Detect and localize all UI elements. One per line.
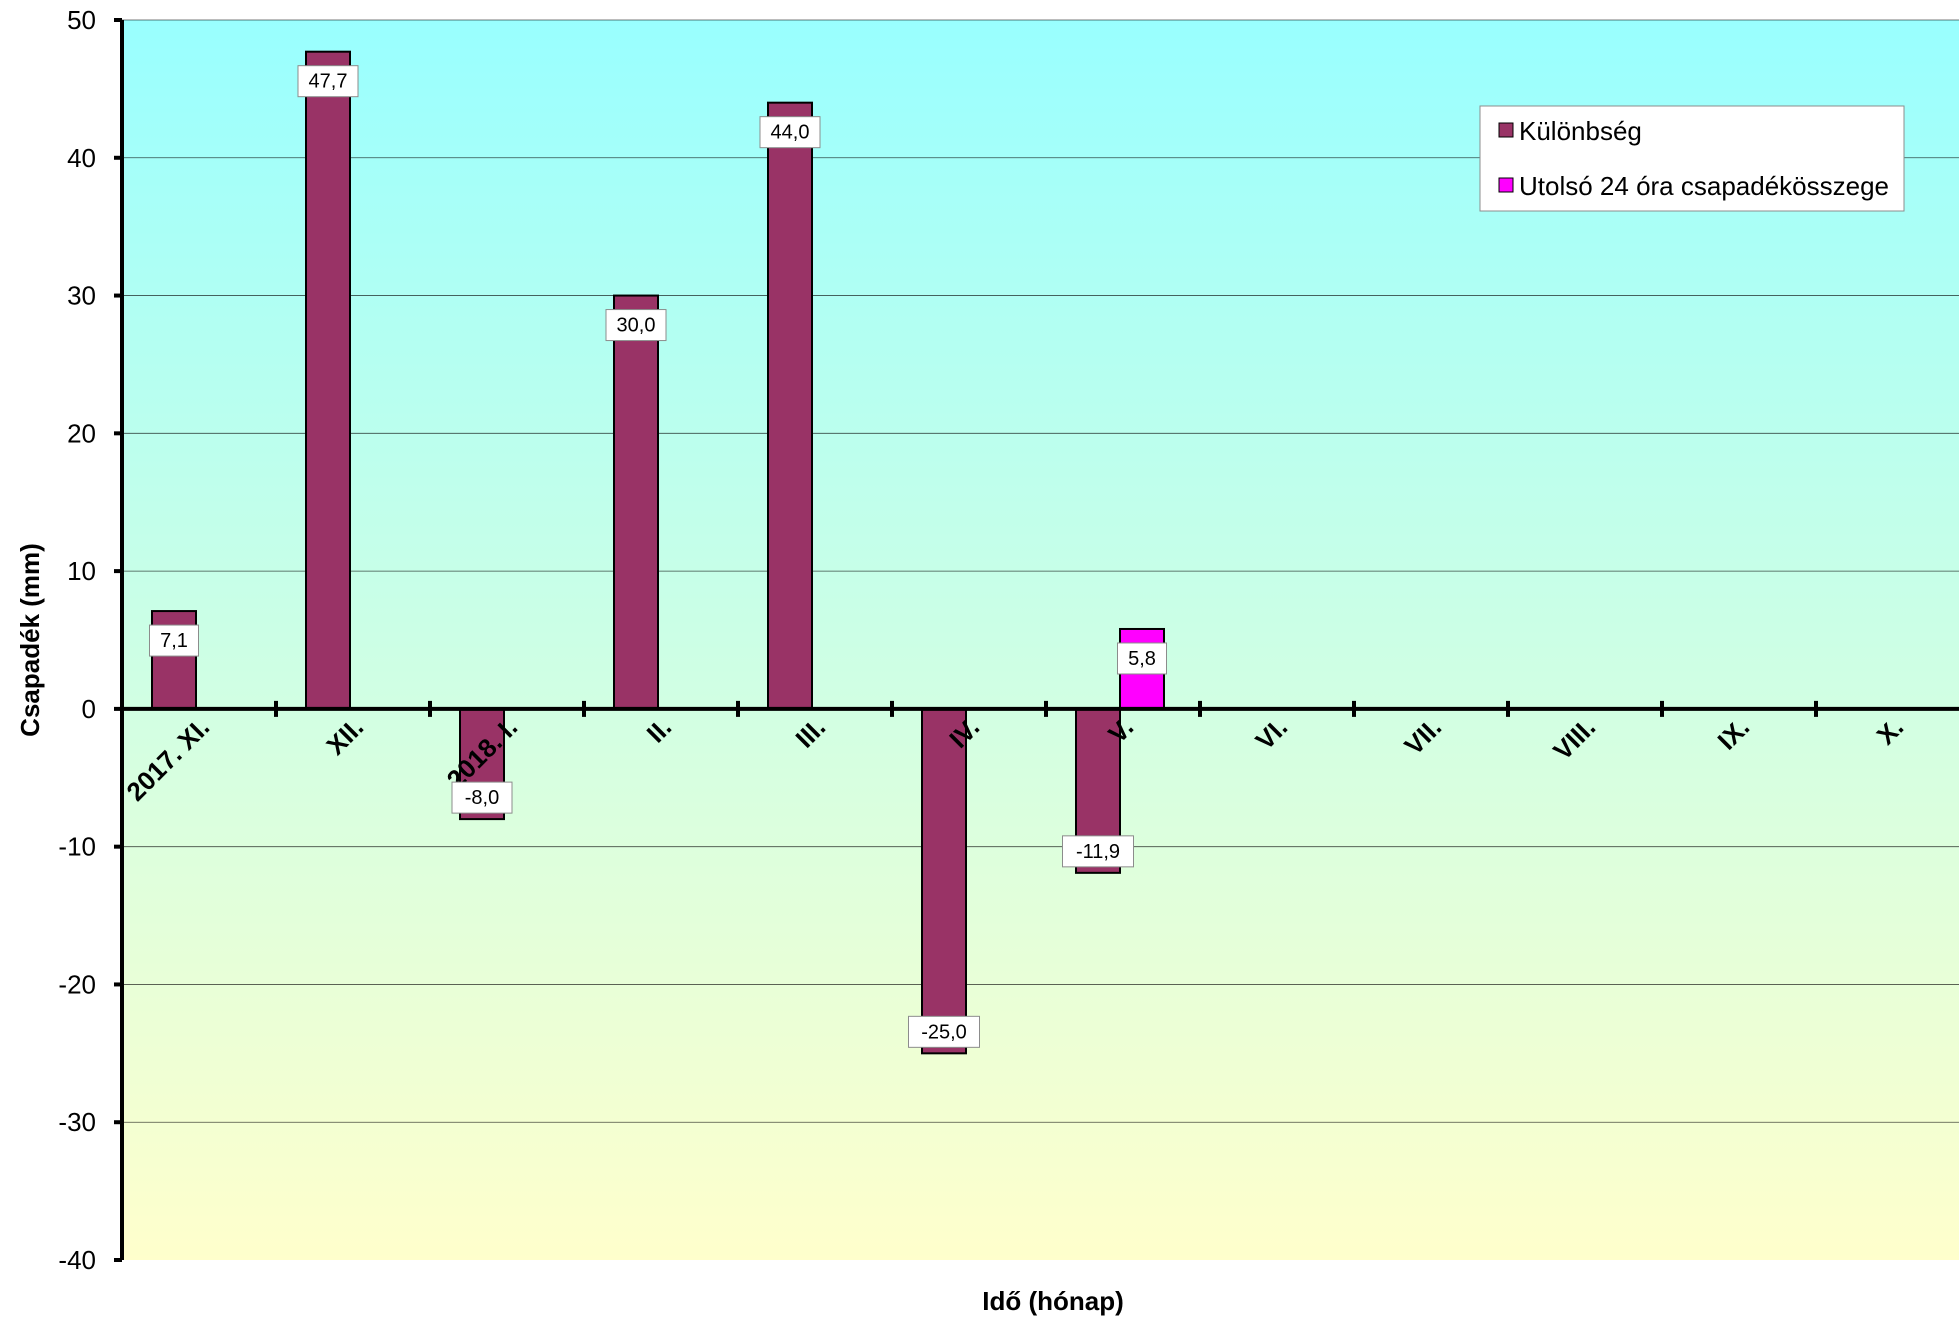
bar	[613, 294, 659, 710]
legend-label-kulonbseg: Különbség	[1519, 116, 1642, 146]
data-label-box	[759, 116, 821, 149]
data-label-box	[1062, 835, 1134, 868]
y-tick-label: 0	[82, 694, 96, 724]
data-label: 44,0	[759, 116, 821, 149]
data-label-box	[451, 781, 513, 814]
axes	[114, 18, 1959, 1262]
data-label-text: -11,9	[1076, 841, 1120, 863]
legend-swatch-kulonbseg	[1498, 122, 1514, 138]
data-label-box	[149, 624, 199, 657]
y-tick-label: 50	[67, 5, 96, 35]
data-label-text: -8,0	[465, 787, 499, 809]
legend: Különbség Utolsó 24 óra csapadékösszege	[1479, 105, 1905, 212]
y-tick-label: -20	[58, 969, 96, 999]
data-label: -8,0	[451, 781, 513, 814]
data-label-text: 47,7	[309, 71, 348, 93]
data-label: -25,0	[908, 1015, 980, 1048]
y-tick-label: -40	[58, 1245, 96, 1275]
data-label-box	[908, 1015, 980, 1048]
y-tick-label: 10	[67, 556, 96, 586]
data-label-box	[297, 65, 359, 98]
bar	[305, 50, 351, 710]
y-axis-title: Csapadék (mm)	[15, 543, 45, 737]
data-label-text: 7,1	[160, 630, 188, 652]
data-label-text: -25,0	[921, 1021, 967, 1043]
data-label: 7,1	[149, 624, 199, 657]
x-axis-title: Idő (hónap)	[982, 1286, 1124, 1316]
legend-box	[1479, 105, 1905, 212]
y-tick-label: -10	[58, 832, 96, 862]
data-label: 5,8	[1117, 642, 1167, 675]
y-tick-label: 40	[67, 143, 96, 173]
data-label-box	[605, 309, 667, 342]
data-labels: 7,1 47,7 -8,0 30,0 44,0 -25,0 -11,9 5,8	[149, 65, 1167, 1048]
data-label-text: 5,8	[1128, 648, 1156, 670]
data-label: 30,0	[605, 309, 667, 342]
y-tick-label: 30	[67, 281, 96, 311]
legend-label-24h: Utolsó 24 óra csapadékösszege	[1519, 171, 1889, 201]
data-label-text: 44,0	[771, 122, 810, 144]
data-label-box	[1117, 642, 1167, 675]
y-tick-label: 20	[67, 418, 96, 448]
y-tick-label: -30	[58, 1107, 96, 1137]
data-label-text: 30,0	[617, 315, 656, 337]
data-label: -11,9	[1062, 835, 1134, 868]
bar	[921, 707, 967, 1055]
bar	[767, 101, 813, 710]
plot-area	[122, 20, 1959, 1260]
legend-swatch-24h	[1498, 177, 1514, 193]
data-label: 47,7	[297, 65, 359, 98]
